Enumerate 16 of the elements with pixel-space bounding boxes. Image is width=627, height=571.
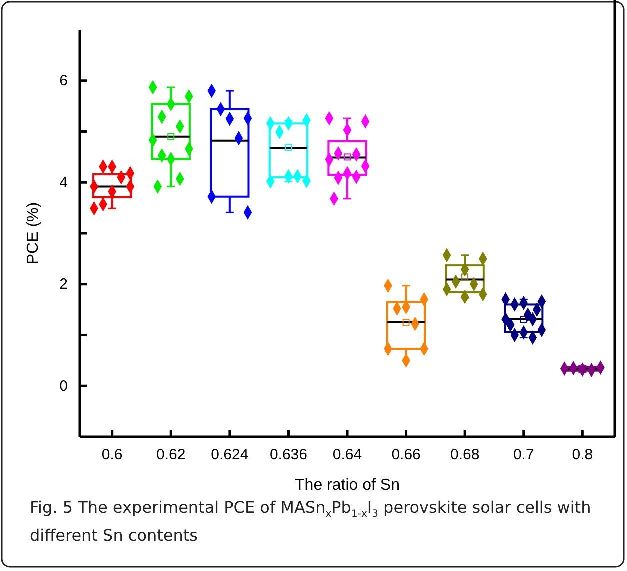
x-tick-label: 0.6 [102,446,123,464]
x-axis-title: The ratio of Sn [295,477,400,494]
x-tick-label: 0.62 [156,446,186,464]
x-tick-label: 0.68 [450,446,480,464]
y-tick-label: 6 [60,72,68,90]
y-axis-title: PCE (%) [25,202,42,265]
x-tick-label: 0.64 [332,446,362,464]
text: Fig. 5 The experimental PCE of MASn$_{x}$Pb$_{1-x}$I$_{3}$ perovskite solar cells with different Sn contents [30,498,592,546]
x-tick-label: 0.7 [513,446,534,464]
y-tick-label: 0 [60,378,68,395]
y-tick-label: 2 [60,276,68,294]
x-tick-label: 0.66 [392,446,421,464]
x-tick-label: 0.624 [211,446,249,464]
x-tick-label: 0.636 [270,446,308,464]
y-tick-label: 4 [60,174,68,192]
x-tick-label: 0.8 [572,446,594,464]
